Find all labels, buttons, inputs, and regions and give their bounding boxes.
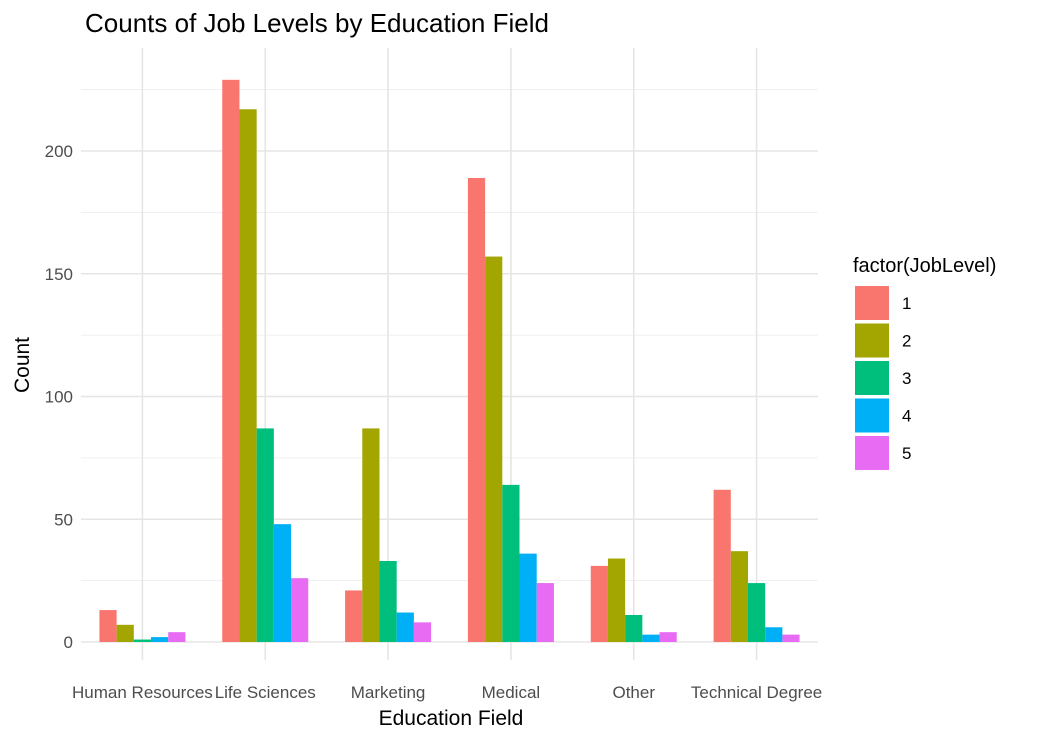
bar bbox=[659, 632, 677, 642]
chart-title: Counts of Job Levels by Education Field bbox=[85, 8, 549, 38]
legend-label: 5 bbox=[902, 444, 911, 463]
x-tick-label: Other bbox=[612, 683, 655, 702]
x-tick-label: Technical Degree bbox=[691, 683, 822, 702]
bar bbox=[467, 178, 486, 642]
legend-label: 3 bbox=[902, 369, 911, 388]
legend-key bbox=[855, 361, 889, 395]
bar bbox=[747, 583, 766, 642]
bar bbox=[590, 565, 608, 642]
bar bbox=[730, 551, 748, 642]
x-tick-label: Marketing bbox=[351, 683, 426, 702]
legend: factor(JobLevel) 1 2 3 4 5 bbox=[853, 255, 996, 470]
bar bbox=[713, 489, 731, 642]
bars bbox=[99, 79, 800, 643]
legend-label: 2 bbox=[902, 332, 911, 351]
y-axis: 0 50 100 150 200 bbox=[45, 142, 73, 652]
bar bbox=[782, 634, 800, 642]
legend-key bbox=[855, 286, 889, 320]
y-tick-label: 200 bbox=[45, 142, 73, 161]
x-axis: Human Resources Life Sciences Marketing Med… bbox=[72, 683, 822, 702]
bar bbox=[133, 639, 152, 642]
bar bbox=[502, 484, 520, 642]
bar bbox=[396, 612, 414, 642]
bar bbox=[536, 583, 554, 642]
bar bbox=[485, 256, 503, 642]
bar bbox=[99, 610, 117, 642]
legend-label: 4 bbox=[902, 407, 911, 426]
y-tick-label: 100 bbox=[45, 388, 73, 407]
bar bbox=[239, 109, 257, 642]
bar bbox=[625, 614, 643, 642]
bar bbox=[379, 560, 397, 642]
x-tick-label: Medical bbox=[482, 683, 541, 702]
legend-key bbox=[855, 436, 889, 470]
y-axis-title: Count bbox=[11, 337, 34, 393]
bar bbox=[291, 578, 309, 642]
y-tick-label: 0 bbox=[64, 633, 73, 652]
legend-label: 1 bbox=[902, 294, 911, 313]
bar bbox=[765, 627, 783, 642]
bar bbox=[642, 634, 660, 642]
grid bbox=[81, 48, 818, 660]
y-tick-label: 150 bbox=[45, 265, 73, 284]
x-tick-label: Life Sciences bbox=[215, 683, 316, 702]
x-axis-title: Education Field bbox=[379, 707, 524, 730]
bar bbox=[607, 558, 626, 642]
y-tick-label: 50 bbox=[54, 510, 73, 529]
x-tick-label: Human Resources bbox=[72, 683, 213, 702]
bar bbox=[345, 590, 363, 642]
legend-title: factor(JobLevel) bbox=[853, 255, 996, 277]
bar bbox=[256, 428, 274, 642]
bar bbox=[362, 428, 380, 642]
bar bbox=[222, 79, 240, 643]
legend-key bbox=[855, 323, 889, 358]
bar bbox=[413, 622, 432, 642]
bar bbox=[273, 524, 292, 642]
bar bbox=[168, 632, 186, 642]
legend-key bbox=[855, 398, 889, 433]
bar bbox=[116, 624, 134, 642]
bar bbox=[519, 553, 537, 642]
bar bbox=[151, 637, 169, 642]
